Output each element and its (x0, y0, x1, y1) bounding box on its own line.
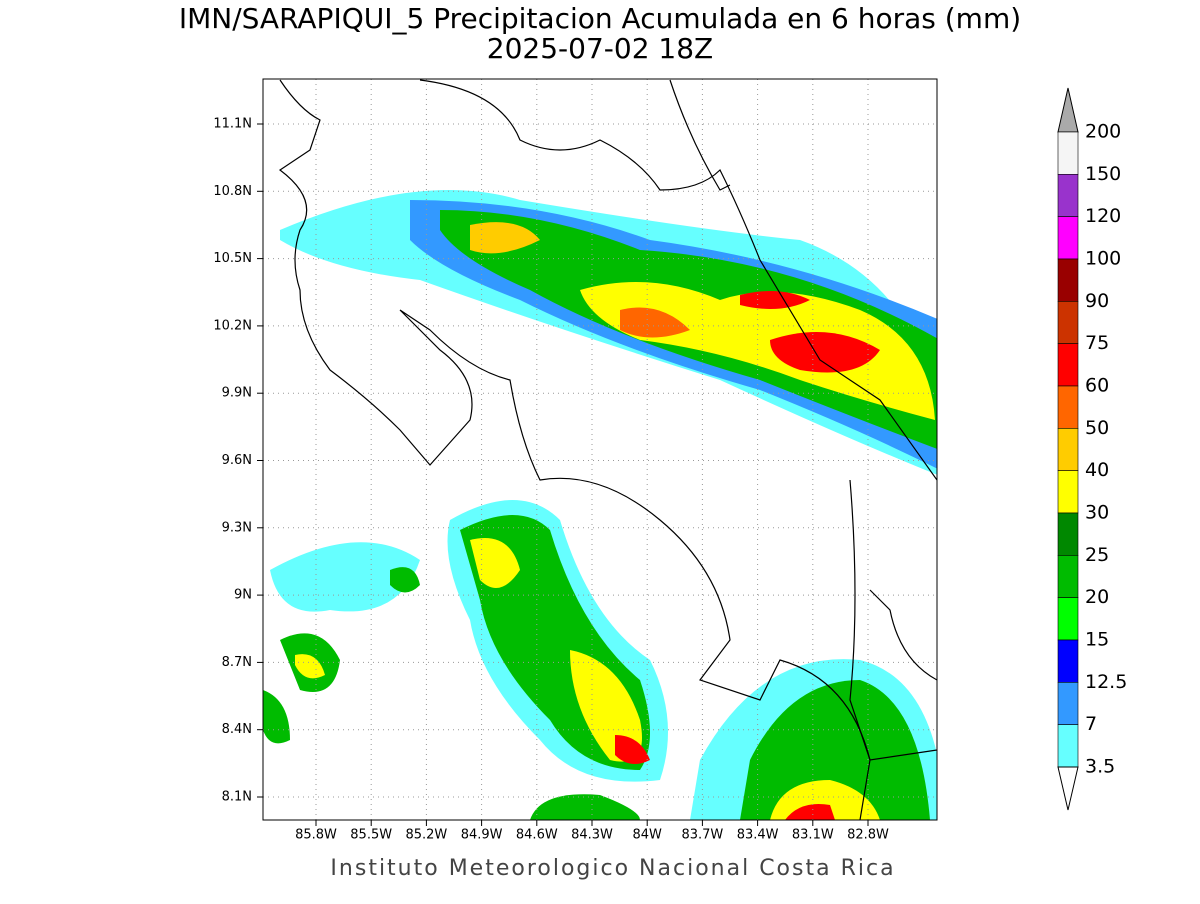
colorbar-swatch (1057, 428, 1079, 471)
colorbar-label: 200 (1085, 121, 1121, 143)
x-tick-label: 85.5W (350, 828, 392, 843)
colorbar-label: 3.5 (1085, 756, 1115, 778)
x-tick-label: 84.6W (516, 828, 558, 843)
y-tick-label: 11.1N (213, 117, 252, 132)
x-tick-label: 83.7W (681, 828, 723, 843)
colorbar-swatch (1057, 470, 1079, 514)
colorbar-swatch (1057, 724, 1079, 768)
colorbar: 200 150 120 100 90 75 60 50 40 30 25 20 15 12.5 7 3.5 (1057, 87, 1127, 811)
rain-band-north (280, 190, 937, 475)
colorbar-swatch (1057, 639, 1079, 683)
colorbar-label: 120 (1085, 205, 1121, 227)
colorbar-swatch (1057, 597, 1079, 641)
y-tick-label: 8.1N (222, 790, 252, 805)
colorbar-label: 150 (1085, 163, 1121, 185)
colorbar-label: 75 (1085, 332, 1109, 354)
y-tick-label: 9.9N (222, 386, 252, 401)
colorbar-swatch (1057, 216, 1079, 260)
y-tick-label: 10.5N (213, 251, 252, 266)
x-tick-label: 85.2W (405, 828, 447, 843)
x-tick-label: 84.3W (571, 828, 613, 843)
x-tick-label: 83.1W (792, 828, 834, 843)
x-tick-label: 85.8W (295, 828, 337, 843)
colorbar-label: 15 (1085, 629, 1109, 651)
colorbar-label: 30 (1085, 502, 1109, 524)
colorbar-under (1057, 766, 1079, 811)
y-tick-label: 9.3N (222, 520, 252, 535)
title: IMN/SARAPIQUI_5 Precipitacion Acumulada … (179, 2, 1021, 35)
colorbar-swatch (1057, 258, 1079, 302)
y-tick-label: 9.6N (222, 453, 252, 468)
colorbar-label: 90 (1085, 290, 1109, 312)
colorbar-swatch (1057, 343, 1079, 387)
footer: Instituto Meteorologico Nacional Costa R… (330, 856, 895, 881)
colorbar-label: 20 (1085, 586, 1109, 608)
y-tick-label: 9N (234, 588, 252, 603)
colorbar-swatch (1057, 555, 1079, 598)
colorbar-swatch (1057, 131, 1079, 175)
colorbar-label: 25 (1085, 544, 1109, 566)
colorbar-swatch (1057, 385, 1079, 429)
graticule: 85.8W 85.5W 85.2W 84.9W 84.6W 84.3W 84W 83.7W 83… (213, 79, 937, 843)
colorbar-label: 100 (1085, 248, 1121, 270)
colorbar-label: 50 (1085, 417, 1109, 439)
colorbar-over (1057, 87, 1079, 133)
colorbar-swatch (1057, 301, 1079, 344)
x-tick-label: 83.4W (737, 828, 779, 843)
x-tick-label: 82.8W (847, 828, 889, 843)
y-tick-label: 10.2N (213, 318, 252, 333)
colorbar-swatch (1057, 682, 1079, 725)
subtitle: 2025-07-02 18Z (487, 32, 713, 65)
precipitation-field (263, 190, 937, 820)
rain-cells-south (263, 500, 937, 820)
colorbar-label: 60 (1085, 375, 1109, 397)
colorbar-swatch (1057, 512, 1079, 556)
colorbar-label: 12.5 (1085, 671, 1127, 693)
x-tick-label: 84.9W (461, 828, 503, 843)
map-frame (262, 78, 938, 821)
colorbar-swatch (1057, 174, 1079, 217)
colorbar-label: 7 (1085, 713, 1097, 735)
y-tick-label: 10.8N (213, 184, 252, 199)
x-tick-label: 84W (632, 828, 662, 843)
coastlines (278, 79, 937, 820)
y-tick-label: 8.7N (222, 655, 252, 670)
colorbar-label: 40 (1085, 459, 1109, 481)
y-tick-label: 8.4N (222, 722, 252, 737)
